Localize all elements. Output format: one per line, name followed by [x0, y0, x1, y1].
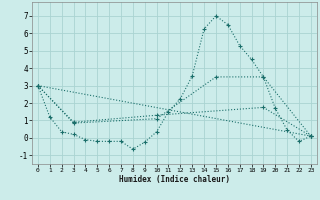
- X-axis label: Humidex (Indice chaleur): Humidex (Indice chaleur): [119, 175, 230, 184]
